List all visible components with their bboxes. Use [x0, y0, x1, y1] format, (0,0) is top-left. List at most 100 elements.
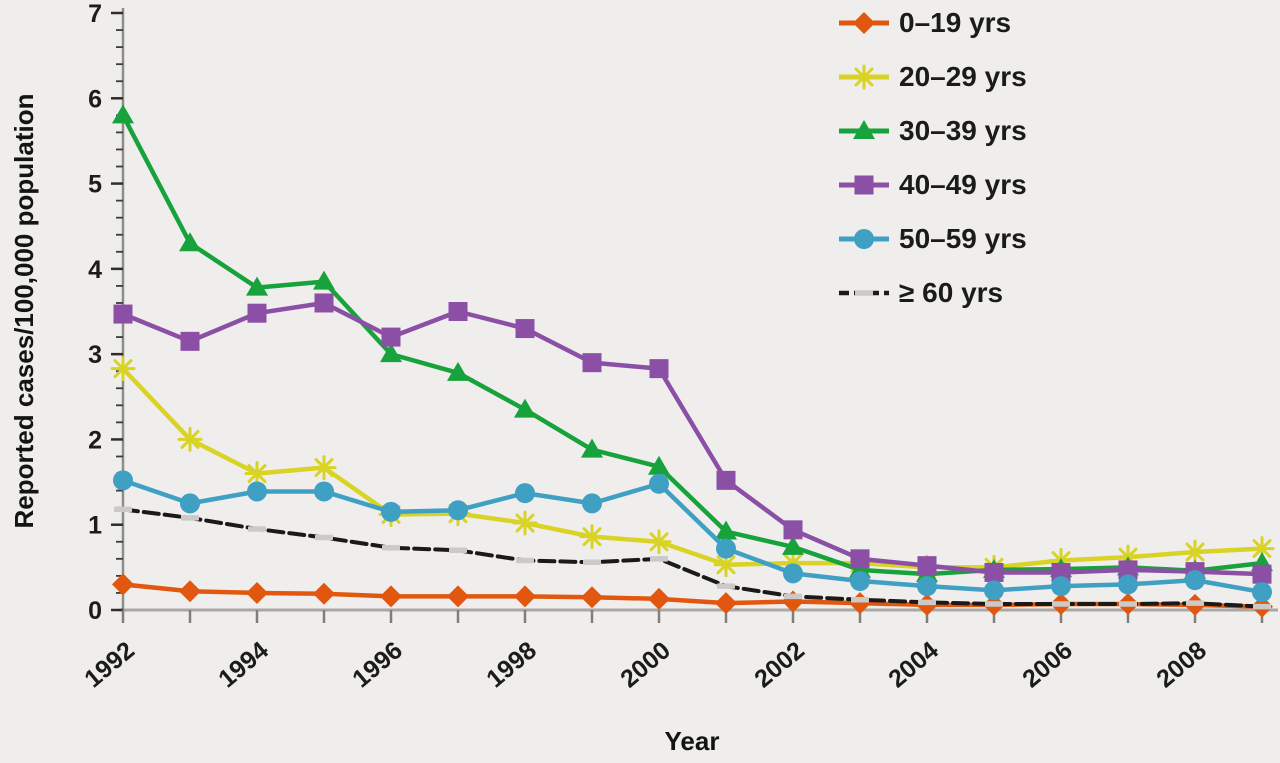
legend-item-20-29-yrs: 20–29 yrs: [838, 61, 1027, 92]
circle-marker: [515, 483, 535, 504]
x-tick-label: 1992: [79, 636, 140, 693]
square-marker: [582, 353, 602, 373]
y-tick-label: 7: [88, 0, 102, 28]
legend-marker-icon: [839, 290, 889, 296]
legend-label: 40–49 yrs: [899, 169, 1027, 200]
triangle-marker: [648, 455, 670, 475]
dash-marker: [855, 290, 873, 296]
legend-item-0-19-yrs: 0–19 yrs: [838, 7, 1027, 38]
series-40-49-yrs: [113, 293, 1272, 584]
circle-marker: [850, 571, 870, 592]
asterisk-marker: [713, 552, 739, 578]
circle-marker: [854, 229, 874, 249]
square-marker: [381, 327, 401, 347]
asterisk-marker: [579, 524, 605, 550]
y-tick-label: 1: [88, 512, 102, 540]
triangle-marker: [514, 398, 536, 418]
square-marker: [448, 302, 468, 321]
dash-marker: [583, 559, 601, 565]
legend-marker-icon: [839, 175, 889, 195]
circle-marker: [247, 481, 267, 502]
legend-marker-icon: [839, 120, 889, 139]
circle-marker: [1051, 576, 1071, 597]
square-marker: [113, 304, 133, 324]
dash-marker: [315, 534, 333, 541]
dash-marker: [784, 593, 802, 600]
x-tick-label: 2002: [749, 636, 810, 693]
series-line: [120, 478, 1265, 595]
square-marker: [649, 359, 669, 379]
asterisk-marker: [1249, 536, 1275, 562]
legend-marker-icon: [839, 12, 889, 34]
triangle-marker: [246, 276, 268, 296]
square-marker: [854, 175, 874, 195]
triangle-marker: [715, 520, 737, 540]
y-tick-label: 0: [88, 597, 102, 625]
legend-item-30-39-yrs: 30–39 yrs: [838, 115, 1027, 146]
x-tick-label: 2006: [1017, 636, 1078, 693]
circle-marker: [917, 576, 937, 597]
square-marker: [850, 549, 870, 569]
circle-marker: [113, 470, 133, 491]
legend-label: 0–19 yrs: [899, 7, 1012, 38]
circle-marker: [448, 500, 468, 521]
diamond-marker: [380, 585, 402, 608]
legend: 0–19 yrs 20–29 yrs 30–39 yrs 40–49 yrs 50–59…: [838, 7, 1027, 332]
dash-marker: [114, 506, 132, 513]
series-30-39-yrs: [112, 104, 1273, 583]
y-tick-label: 3: [88, 341, 102, 369]
legend-marker-icon: [839, 229, 889, 249]
legend-item-50-59-yrs: 50–59 yrs: [838, 223, 1027, 254]
square-marker: [783, 520, 803, 540]
circle-marker: [582, 493, 602, 514]
series-line: [120, 366, 1265, 570]
square-marker: [515, 319, 535, 339]
triangle-marker: [380, 343, 402, 363]
square-marker: [917, 556, 937, 576]
triangle-marker: [447, 361, 469, 381]
legend-item-60-yrs: ≥ 60 yrs: [838, 277, 1027, 308]
circle-marker: [716, 538, 736, 559]
square-marker: [716, 470, 736, 490]
diamond-marker: [179, 580, 201, 603]
dash-marker: [449, 547, 467, 554]
y-tick-label: 4: [88, 256, 102, 284]
square-marker: [984, 562, 1004, 582]
dash-marker: [1253, 603, 1271, 610]
dash-marker: [1119, 601, 1137, 607]
x-axis-title: Year: [664, 726, 720, 756]
dash-marker: [650, 556, 668, 562]
square-marker: [1051, 562, 1071, 582]
diamond-marker: [447, 585, 469, 608]
circle-marker: [649, 473, 669, 494]
legend-label: 50–59 yrs: [899, 223, 1027, 254]
triangle-marker: [179, 232, 201, 252]
circle-marker: [314, 481, 334, 502]
legend-label: 20–29 yrs: [899, 61, 1027, 92]
asterisk-marker: [1182, 539, 1208, 565]
x-tick-label: 2004: [883, 636, 944, 693]
x-tick-label: 1996: [347, 636, 408, 693]
dash-marker: [851, 597, 869, 603]
circle-marker: [783, 563, 803, 584]
asterisk-marker: [646, 529, 672, 555]
series-60-yrs: [114, 506, 1271, 610]
diamond-marker: [853, 12, 875, 34]
dash-marker: [1186, 600, 1204, 606]
x-tick-label: 2000: [615, 636, 676, 693]
diamond-marker: [581, 586, 603, 609]
dash-marker: [985, 601, 1003, 607]
asterisk-marker: [110, 356, 136, 382]
asterisk-marker: [512, 510, 538, 536]
square-marker: [180, 331, 200, 351]
dash-marker: [181, 515, 199, 521]
circle-marker: [984, 580, 1004, 601]
circle-marker: [180, 493, 200, 514]
series-line: [120, 113, 1265, 577]
circle-marker: [1118, 574, 1138, 595]
dash-marker: [717, 583, 735, 589]
dash-marker: [382, 544, 400, 551]
series-20-29-yrs: [110, 356, 1275, 580]
